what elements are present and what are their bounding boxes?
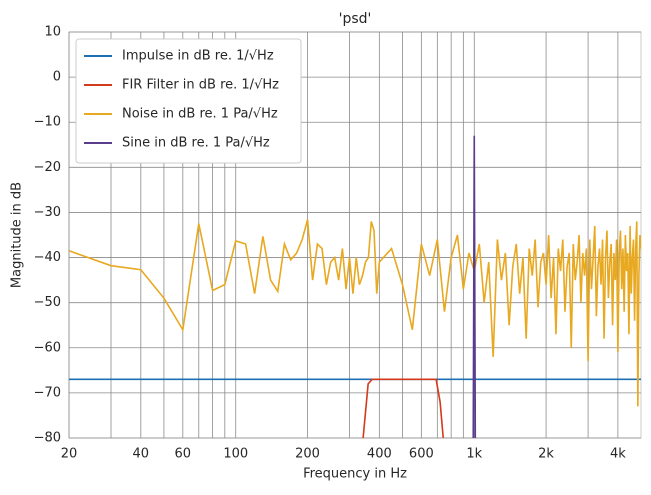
y-tick-label: −80 — [34, 431, 61, 446]
y-tick-label: 10 — [44, 25, 61, 40]
legend-label: Noise in dB re. 1 Pa/√Hz — [122, 107, 278, 122]
x-tick-label: 200 — [295, 447, 320, 462]
x-tick-label: 60 — [175, 447, 192, 462]
y-tick-label: 0 — [53, 70, 61, 85]
x-tick-label: 40 — [133, 447, 150, 462]
x-tick-label: 1k — [466, 447, 482, 462]
x-tick-label: 600 — [409, 447, 434, 462]
y-tick-label: −30 — [34, 205, 61, 220]
legend-box — [75, 38, 302, 164]
y-tick-label: −50 — [34, 295, 61, 310]
x-tick-label: 4k — [610, 447, 626, 462]
x-tick-label: 2k — [538, 447, 554, 462]
x-axis-label: Frequency in Hz — [303, 467, 407, 482]
y-axis-label: Magnitude in dB — [10, 182, 25, 288]
x-tick-label: 400 — [367, 447, 392, 462]
y-tick-label: −60 — [34, 340, 61, 355]
y-tick-label: −20 — [34, 160, 61, 175]
chart-title: 'psd' — [339, 11, 372, 27]
line — [362, 378, 445, 438]
legend-label: FIR Filter in dB re. 1/√Hz — [122, 78, 279, 93]
y-tick-label: −40 — [34, 250, 61, 265]
y-tick-label: −10 — [34, 115, 61, 130]
x-tick-label: 20 — [61, 447, 78, 462]
x-tick-label: 100 — [223, 447, 248, 462]
legend-label: Impulse in dB re. 1/√Hz — [122, 49, 274, 64]
y-tick-label: −70 — [34, 385, 61, 400]
legend-label: Sine in dB re. 1 Pa/√Hz — [122, 136, 270, 151]
line — [472, 135, 477, 438]
line — [69, 219, 641, 407]
